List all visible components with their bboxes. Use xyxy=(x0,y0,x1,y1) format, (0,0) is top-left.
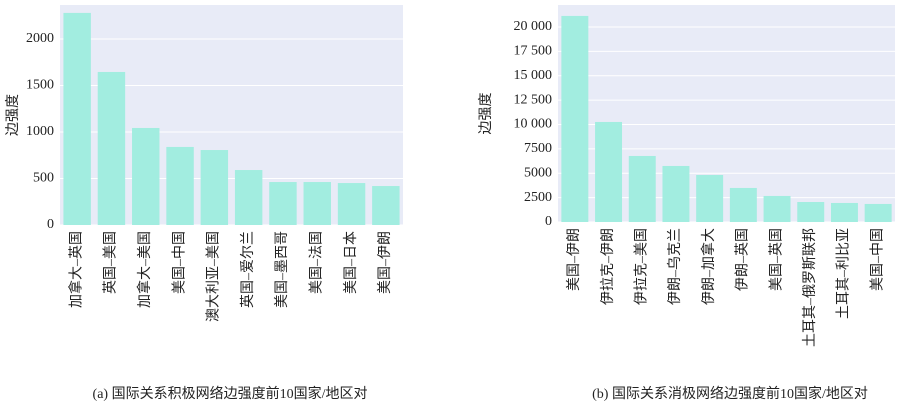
bar xyxy=(372,186,400,225)
y-tick-label: 1500 xyxy=(26,78,54,93)
bar xyxy=(696,174,724,222)
bar xyxy=(628,155,656,222)
bar xyxy=(763,195,791,222)
bar xyxy=(729,187,757,222)
x-tick-label: 英国–爱尔兰 xyxy=(239,231,256,308)
x-tick-label: 伊拉克–伊朗 xyxy=(600,228,616,305)
x-tick-label: 美国–法国 xyxy=(308,231,324,294)
x-tick-label: 土耳其–利比亚 xyxy=(836,228,852,319)
bar xyxy=(269,182,297,225)
y-axis-label: 边强度 xyxy=(478,93,494,135)
x-tick-label: 加拿大–美国 xyxy=(136,231,153,308)
bar xyxy=(830,202,858,222)
y-tick-label: 2000 xyxy=(26,31,54,46)
x-tick-label: 英国–美国 xyxy=(102,231,119,294)
y-tick-label: 17 500 xyxy=(514,44,553,59)
caption: (a) 国际关系积极网络边强度前10国家/地区对 xyxy=(93,385,368,402)
x-tick-label: 美国–伊朗 xyxy=(566,228,582,291)
x-tick-label: 土耳其–俄罗斯联邦 xyxy=(802,228,818,347)
x-tick-label: 美国–中国 xyxy=(869,228,885,291)
bar xyxy=(303,182,331,225)
bar xyxy=(662,165,690,222)
bar xyxy=(561,15,589,223)
x-tick-label: 美国–伊朗 xyxy=(377,231,393,294)
bar xyxy=(797,202,825,222)
y-tick-label: 15 000 xyxy=(514,68,553,83)
x-tick-label: 加拿大–英国 xyxy=(67,231,84,308)
y-axis-label: 边强度 xyxy=(5,94,21,136)
x-tick-label: 伊朗–乌克兰 xyxy=(667,228,683,305)
bar xyxy=(132,127,160,225)
bar xyxy=(63,12,91,225)
bar xyxy=(200,150,229,225)
x-tick-label: 美国–英国 xyxy=(767,228,784,291)
bar xyxy=(97,71,126,225)
y-tick-label: 1000 xyxy=(26,124,54,139)
y-tick-label: 7500 xyxy=(524,141,552,156)
bar xyxy=(166,146,194,225)
x-tick-label: 伊朗–英国 xyxy=(734,228,751,291)
y-tick-label: 20 000 xyxy=(514,19,553,34)
x-tick-label: 美国–中国 xyxy=(171,231,187,294)
x-tick-label: 美国–墨西哥 xyxy=(274,231,290,308)
x-tick-label: 伊朗–加拿大 xyxy=(700,228,717,305)
y-tick-label: 0 xyxy=(47,217,54,232)
x-tick-label: 美国–日本 xyxy=(343,231,359,294)
bar xyxy=(864,203,892,222)
bar xyxy=(234,170,263,225)
caption: (b) 国际关系消极网络边强度前10国家/地区对 xyxy=(592,385,868,402)
y-tick-label: 0 xyxy=(545,214,552,229)
y-tick-label: 2500 xyxy=(524,190,552,205)
y-tick-label: 5000 xyxy=(524,165,552,180)
x-tick-label: 伊拉克–美国 xyxy=(633,228,649,305)
y-tick-label: 500 xyxy=(33,171,54,186)
x-tick-label: 澳大利亚–美国 xyxy=(206,231,222,322)
bar xyxy=(595,121,623,222)
bar xyxy=(337,183,366,225)
y-tick-label: 10 000 xyxy=(514,117,553,132)
y-tick-label: 12 500 xyxy=(514,92,553,107)
